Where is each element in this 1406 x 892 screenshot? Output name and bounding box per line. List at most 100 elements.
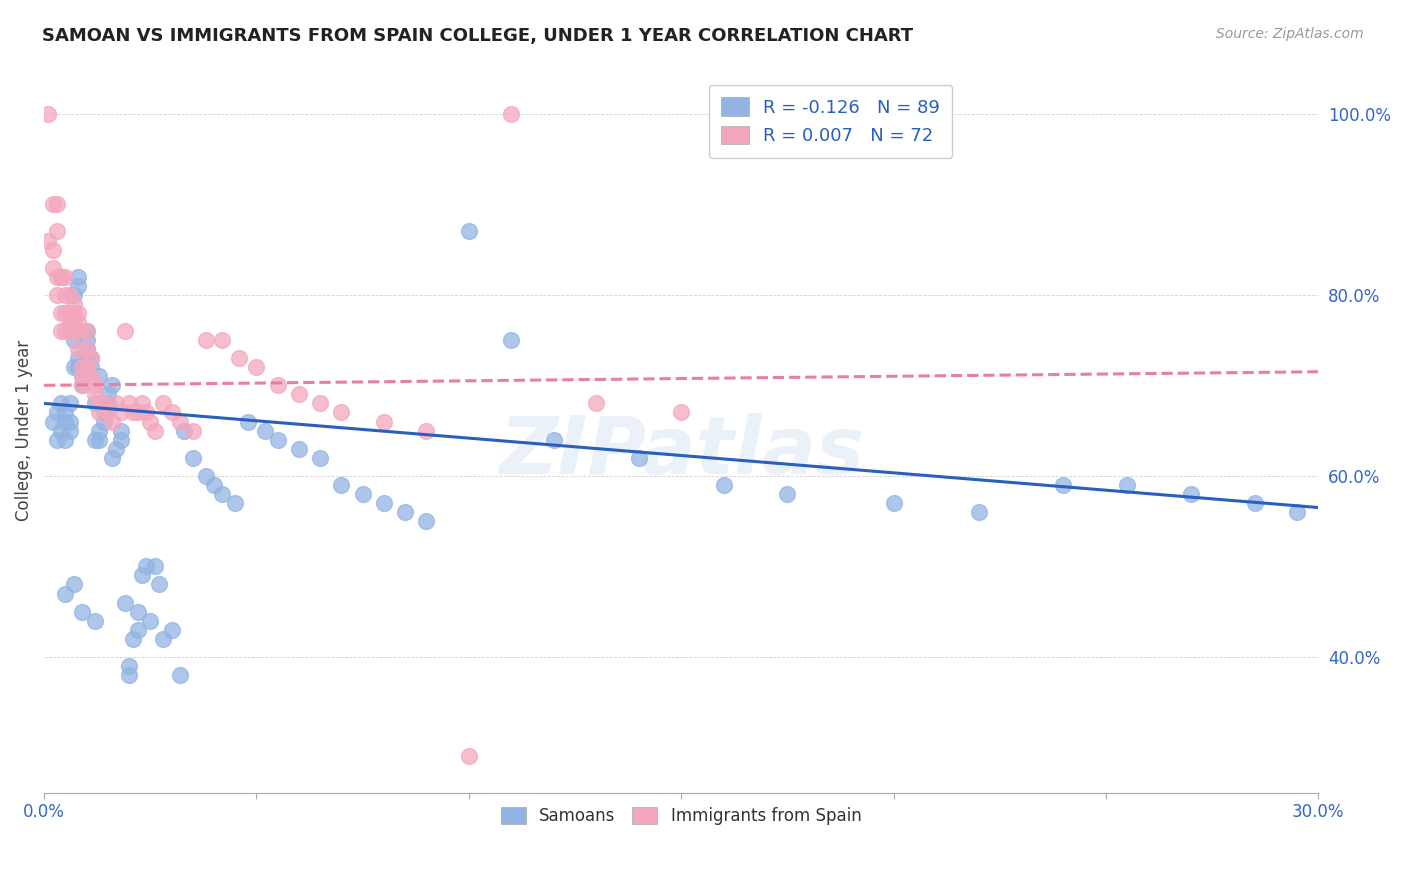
Point — [152, 396, 174, 410]
Point — [49, 396, 72, 410]
Point — [72, 360, 94, 375]
Point — [127, 605, 149, 619]
Point — [194, 468, 217, 483]
Point — [160, 405, 183, 419]
Point — [58, 415, 80, 429]
Point — [713, 478, 735, 492]
Point — [127, 623, 149, 637]
Point — [211, 487, 233, 501]
Point — [288, 387, 311, 401]
Point — [53, 269, 76, 284]
Point — [89, 433, 111, 447]
Point — [288, 442, 311, 456]
Point — [45, 197, 67, 211]
Point — [122, 405, 145, 419]
Point — [67, 278, 90, 293]
Point — [267, 378, 290, 392]
Point — [37, 234, 59, 248]
Point — [63, 333, 86, 347]
Point — [63, 288, 86, 302]
Point — [76, 342, 98, 356]
Point — [93, 396, 115, 410]
Point — [49, 306, 72, 320]
Point — [53, 306, 76, 320]
Point — [89, 424, 111, 438]
Point — [63, 315, 86, 329]
Point — [53, 288, 76, 302]
Point — [1180, 487, 1202, 501]
Point — [1052, 478, 1074, 492]
Point — [245, 360, 267, 375]
Point — [97, 405, 120, 419]
Point — [309, 450, 332, 465]
Point — [58, 424, 80, 438]
Point — [228, 351, 250, 366]
Point — [211, 333, 233, 347]
Point — [45, 224, 67, 238]
Point — [67, 269, 90, 284]
Point — [93, 405, 115, 419]
Point — [84, 614, 107, 628]
Point — [415, 514, 437, 528]
Point — [53, 324, 76, 338]
Point — [118, 668, 141, 682]
Point — [194, 333, 217, 347]
Point — [148, 577, 170, 591]
Point — [267, 433, 290, 447]
Point — [72, 378, 94, 392]
Point — [1243, 496, 1265, 510]
Point — [101, 450, 124, 465]
Point — [67, 342, 90, 356]
Point — [202, 478, 225, 492]
Point — [169, 415, 191, 429]
Point — [53, 405, 76, 419]
Point — [41, 415, 63, 429]
Point — [84, 378, 107, 392]
Point — [49, 269, 72, 284]
Point — [135, 559, 157, 574]
Point — [181, 424, 204, 438]
Point — [58, 315, 80, 329]
Point — [1116, 478, 1139, 492]
Point — [58, 306, 80, 320]
Point — [80, 360, 103, 375]
Point — [67, 315, 90, 329]
Point — [501, 333, 523, 347]
Point — [76, 360, 98, 375]
Point — [627, 450, 650, 465]
Point — [67, 324, 90, 338]
Point — [352, 487, 374, 501]
Point — [105, 442, 128, 456]
Point — [53, 586, 76, 600]
Point — [45, 269, 67, 284]
Point — [110, 433, 132, 447]
Point — [585, 396, 607, 410]
Point — [501, 107, 523, 121]
Point — [97, 387, 120, 401]
Point — [169, 668, 191, 682]
Legend: Samoans, Immigrants from Spain: Samoans, Immigrants from Spain — [491, 797, 872, 835]
Point — [41, 260, 63, 275]
Point — [253, 424, 276, 438]
Point — [394, 505, 416, 519]
Point — [118, 659, 141, 673]
Point — [967, 505, 990, 519]
Point — [131, 396, 153, 410]
Point — [309, 396, 332, 410]
Point — [53, 433, 76, 447]
Point — [110, 424, 132, 438]
Point — [67, 360, 90, 375]
Point — [63, 306, 86, 320]
Point — [84, 387, 107, 401]
Point — [373, 415, 395, 429]
Point — [883, 496, 905, 510]
Point — [543, 433, 565, 447]
Point — [457, 224, 479, 238]
Point — [110, 405, 132, 419]
Point — [1286, 505, 1309, 519]
Point — [105, 396, 128, 410]
Point — [135, 405, 157, 419]
Point — [63, 577, 86, 591]
Point — [160, 623, 183, 637]
Point — [63, 324, 86, 338]
